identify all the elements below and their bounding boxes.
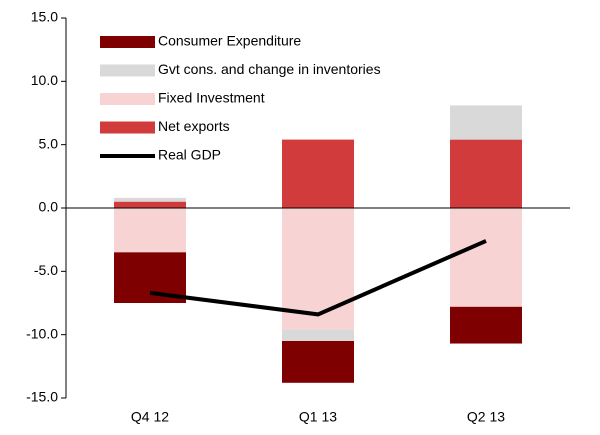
y-tick-label: -10.0 <box>26 325 58 341</box>
y-tick-label: 0.0 <box>39 199 59 215</box>
x-tick-label: Q4 12 <box>131 409 169 425</box>
bar-segment <box>114 208 186 253</box>
legend-swatch <box>100 64 155 77</box>
legend-label: Consumer Expenditure <box>158 33 301 49</box>
bar-segment <box>450 208 522 307</box>
y-tick-label: -15.0 <box>26 389 58 405</box>
bar-segment <box>282 139 354 208</box>
legend-label: Fixed Investment <box>158 90 265 106</box>
bar-segment <box>282 341 354 383</box>
bar-segment <box>450 139 522 208</box>
y-tick-label: 15.0 <box>31 9 58 25</box>
bar-segment <box>114 197 186 202</box>
legend-label: Net exports <box>158 118 230 134</box>
legend-label: Gvt cons. and change in inventories <box>158 61 381 77</box>
bar-segment <box>450 306 522 344</box>
bar-segment <box>282 329 354 341</box>
y-tick-label: 5.0 <box>39 135 59 151</box>
legend-label: Real GDP <box>158 147 221 163</box>
y-tick-label: -5.0 <box>34 262 58 278</box>
x-tick-label: Q2 13 <box>467 409 505 425</box>
line-series <box>149 239 487 317</box>
legend-swatch <box>100 121 155 134</box>
y-tick-label: 10.0 <box>31 72 58 88</box>
legend-swatch <box>100 93 155 105</box>
bar-segment <box>114 201 186 208</box>
legend-swatch <box>100 36 155 48</box>
x-tick-label: Q1 13 <box>299 409 337 425</box>
bar-segment <box>450 105 522 140</box>
